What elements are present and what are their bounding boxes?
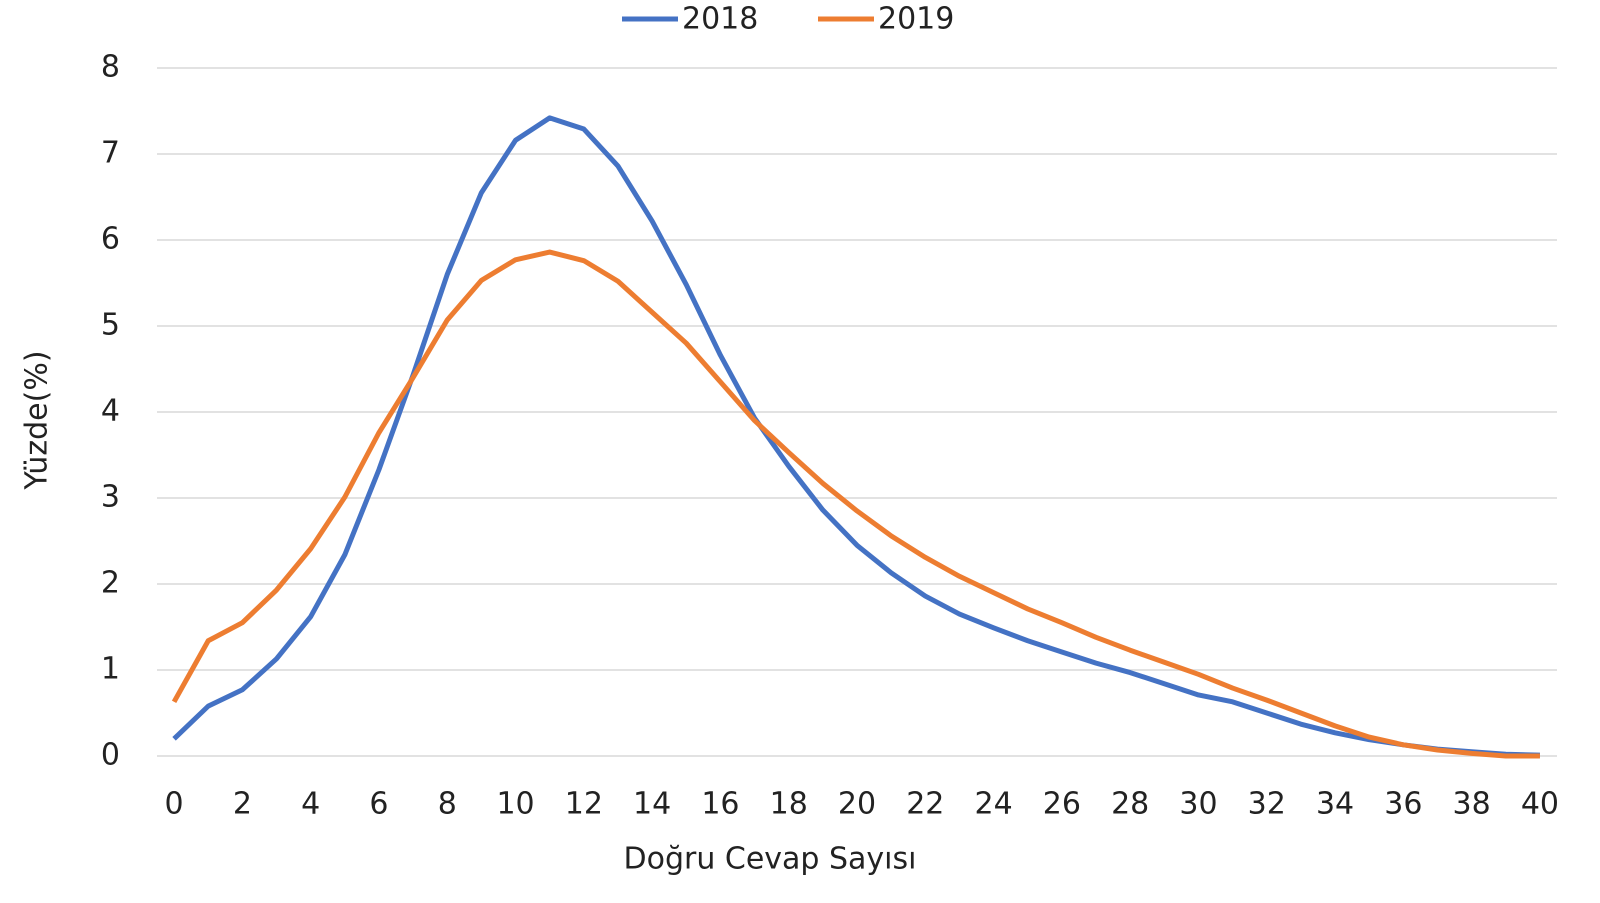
x-tick-label: 6 [369,787,388,822]
x-tick-label: 26 [1043,787,1081,822]
x-tick-label: 30 [1179,787,1217,822]
y-tick-label: 2 [101,566,120,601]
x-tick-label: 28 [1111,787,1149,822]
x-axis-label: Doğru Cevap Sayısı [624,842,917,877]
x-tick-label: 36 [1384,787,1422,822]
y-tick-label: 4 [101,394,120,429]
y-tick-label: 5 [101,308,120,343]
x-tick-label: 22 [906,787,944,822]
x-tick-label: 16 [701,787,739,822]
y-tick-label: 0 [101,738,120,773]
x-tick-label: 10 [496,787,534,822]
x-tick-label: 12 [565,787,603,822]
x-tick-label: 4 [301,787,320,822]
x-tick-label: 2 [233,787,252,822]
x-tick-label: 34 [1316,787,1354,822]
y-tick-label: 8 [101,50,120,85]
data-line [172,115,1540,758]
x-tick-label: 8 [438,787,457,822]
x-tick-label: 38 [1453,787,1491,822]
x-tick-label: 20 [838,787,876,822]
y-axis-label: Yüzde(%) [20,350,55,490]
y-tick-label: 3 [101,480,120,515]
x-tick-label: 0 [165,787,184,822]
y-tick-label: 6 [101,222,120,257]
x-tick-label: 32 [1248,787,1286,822]
x-tick-label: 18 [770,787,808,822]
x-tick-label: 24 [974,787,1012,822]
legend-label: 2018 [682,2,758,37]
y-tick-label: 7 [101,136,120,171]
x-tick-label: 14 [633,787,671,822]
x-tick-label: 40 [1521,787,1559,822]
y-tick-label: 1 [101,652,120,687]
legend-label: 2019 [878,2,954,37]
data-line [171,249,1540,759]
